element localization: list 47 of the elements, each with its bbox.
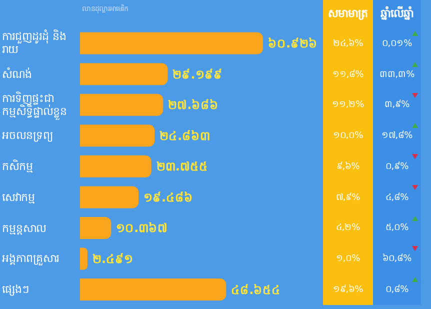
data-label: ១៩,៦% (332, 284, 364, 297)
data-label: ២៤,៦% (332, 38, 364, 51)
data-label: ២៧.៦៨៦ (168, 98, 219, 112)
data-label: ៩,៦% (335, 160, 361, 174)
bar (80, 248, 88, 270)
data-label: ១០.៣៦៧ (116, 221, 168, 236)
bar (80, 186, 139, 208)
y-tick-label: កសិកម្ម (2, 158, 34, 175)
data-label: ៥,០% (384, 222, 410, 236)
bar (80, 32, 263, 54)
data-label: ១១,២% (330, 99, 366, 112)
data-label: ៦០,៨% (381, 252, 413, 266)
y-tick-label: ការជួញដូរដុំ និងរាយ (2, 28, 68, 58)
data-label: ១១,៨% (331, 68, 365, 82)
bar (80, 63, 168, 86)
y-tick-label: កម្មន្តសាល (2, 220, 47, 237)
data-label: ៤,៨% (384, 192, 410, 205)
data-label: ៤,២% (334, 222, 362, 236)
data-label: ៧,៩% (334, 192, 362, 205)
data-label: ០,៩% (384, 160, 410, 174)
bar (80, 94, 164, 116)
data-label: ១៧,៨% (380, 130, 414, 144)
data-label: ២៩.១៩៩ (172, 67, 222, 82)
y-tick-label: អចលនទ្រព្យ (2, 128, 54, 144)
bar (80, 124, 155, 147)
data-label: ១,០% (334, 253, 362, 266)
bar (80, 278, 226, 301)
data-label: ១៩.៤៨៦ (144, 190, 194, 204)
data-label: ២៣.៧៥៥ (156, 160, 208, 174)
bar (80, 216, 112, 239)
data-label: ៤៨.៦៥៤ (231, 282, 281, 297)
data-label: ០,០១% (380, 38, 414, 51)
data-label: ២.៤៩១ (92, 252, 134, 266)
y-tick-label: ការទិញផ្ទះជា កម្មសិទ្ធិផ្ទាល់ខ្លួន (2, 90, 68, 120)
y-tick-label: សេវាកម្ម (2, 190, 36, 206)
y-tick-label: ផ្សេងៗ (2, 282, 30, 298)
y-tick-label: សំណង់ (2, 66, 33, 83)
text: សមាមាត្រ (327, 6, 369, 22)
bar (80, 155, 152, 178)
data-label: ៦០.៩២៦ (268, 36, 318, 51)
text: ឆ្នាំលើឆ្នាំ (380, 5, 414, 22)
data-label: ៣៣,៣% (378, 68, 416, 82)
y-tick-label: អង្គភាពគ្រួសារ (2, 251, 60, 268)
data-label: ០,៨% (384, 284, 410, 297)
data-label: ៣,៩% (383, 98, 411, 112)
data-label: ១០,០% (332, 130, 364, 144)
data-label: ២៤.៨៦៣ (160, 128, 210, 143)
